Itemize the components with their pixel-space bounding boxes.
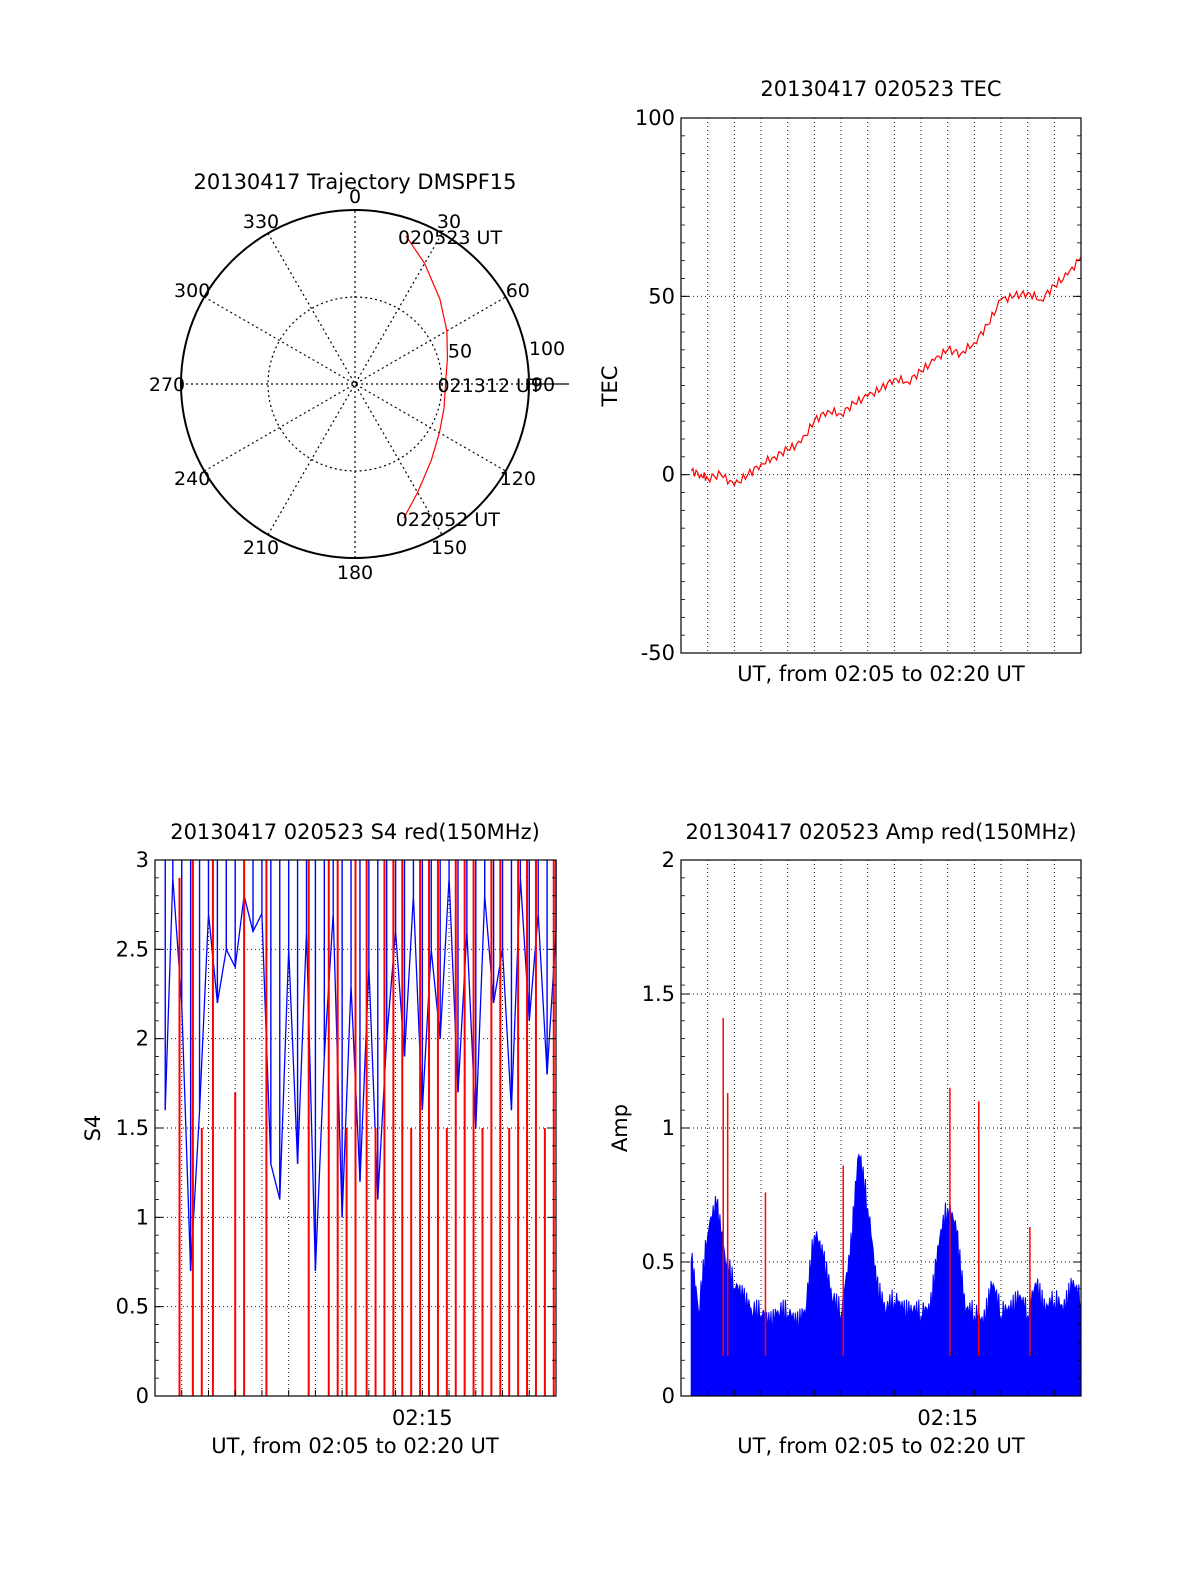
s4-series — [164, 860, 557, 1396]
trajectory-time-label: 020523 UT — [398, 227, 502, 249]
polar-azimuth-label: 180 — [337, 562, 373, 584]
s4-chart: 20130417 020523 S4 red(150MHz) 3 2.5 2 1.5 1… — [81, 820, 557, 1458]
amp-ytick-label: 1 — [662, 1116, 675, 1140]
s4-ytick-label: 2.5 — [116, 937, 149, 961]
s4-x-tick-0215: 02:15 — [392, 1406, 453, 1430]
tec-ytick-label: -50 — [641, 641, 675, 665]
polar-azimuth-label: 60 — [506, 280, 530, 302]
polar-azimuth-label: 300 — [174, 280, 210, 302]
amp-y-ticks: 2 1.5 1 0.5 0 — [642, 848, 1081, 1408]
polar-azimuth-label: 270 — [149, 374, 185, 396]
s4-ytick-label: 2 — [136, 1027, 149, 1051]
amp-grid — [681, 860, 1081, 1396]
s4-chart-title: 20130417 020523 S4 red(150MHz) — [170, 820, 540, 844]
polar-azimuth-label: 240 — [174, 468, 210, 490]
polar-chart-title: 20130417 Trajectory DMSPF15 — [193, 170, 516, 194]
trajectory-time-label: 021312 UT — [437, 375, 541, 397]
polar-azimuth-label: 30 — [437, 211, 461, 233]
amp-ytick-label: 0 — [662, 1384, 675, 1408]
amp-ytick-label: 2 — [662, 848, 675, 872]
trajectory-time-label: 022052 UT — [396, 509, 500, 531]
trajectory-polar-chart: 20130417 Trajectory DMSPF15 0 30 60 90 120 15… — [149, 170, 569, 584]
tec-ytick-label: 100 — [635, 106, 675, 130]
polar-spoke — [267, 233, 443, 535]
amp-ytick-label: 0.5 — [642, 1250, 675, 1274]
amp-series — [690, 1018, 1082, 1397]
tec-ytick-label: 50 — [648, 284, 675, 308]
polar-azimuth-label: 210 — [243, 537, 279, 559]
s4-ytick-label: 0 — [136, 1384, 149, 1408]
s4-ytick-label: 1 — [136, 1205, 149, 1229]
polar-azimuth-label: 330 — [243, 211, 279, 233]
trajectory-annotations: 020523 UT 021312 UT 022052 UT — [396, 227, 542, 531]
tec-grid — [681, 118, 1081, 653]
polar-azimuth-label: 90 — [531, 374, 555, 396]
s4-ytick-label: 0.5 — [116, 1295, 149, 1319]
amp-x-tick-0215: 02:15 — [917, 1406, 978, 1430]
s4-x-axis-label: UT, from 02:05 to 02:20 UT — [211, 1434, 499, 1458]
polar-azimuth-label: 0 — [349, 186, 361, 208]
tec-chart-title: 20130417 020523 TEC — [760, 77, 1001, 101]
amp-blue-series-area — [690, 1153, 1082, 1397]
s4-ytick-label: 1.5 — [116, 1116, 149, 1140]
tec-chart: 20130417 020523 TEC 100 50 0 -50 TEC UT, fr… — [598, 77, 1082, 686]
polar-radial-label: 50 — [448, 341, 472, 363]
polar-ring-50 — [267, 296, 443, 472]
polar-spoke — [267, 233, 443, 535]
polar-radial-label: 100 — [529, 338, 565, 360]
amp-x-axis-label: UT, from 02:05 to 02:20 UT — [737, 1434, 1025, 1458]
s4-y-ticks: 3 2.5 2 1.5 1 0.5 0 — [116, 848, 556, 1408]
s4-ytick-label: 3 — [136, 848, 149, 872]
amp-ytick-label: 1.5 — [642, 982, 675, 1006]
polar-spoke — [204, 296, 506, 472]
tec-y-axis-label: TEC — [598, 366, 622, 408]
polar-azimuth-label: 150 — [431, 537, 467, 559]
polar-azimuth-label: 120 — [500, 468, 536, 490]
polar-grid — [180, 209, 569, 559]
tec-x-axis-label: UT, from 02:05 to 02:20 UT — [737, 662, 1025, 686]
tec-plot-frame — [680, 117, 1082, 654]
tec-series-line — [690, 256, 1082, 487]
trajectory-track — [403, 235, 449, 519]
polar-spoke — [204, 296, 506, 472]
amp-y-axis-label: Amp — [608, 1104, 632, 1152]
s4-y-axis-label: S4 — [81, 1115, 105, 1142]
tec-ytick-label: 0 — [662, 463, 675, 487]
polar-labels: 0 30 60 90 120 150 180 210 240 270 300 330 50 100 — [149, 186, 565, 584]
tec-y-ticks: 100 50 0 -50 — [635, 106, 1081, 665]
amp-chart: 20130417 020523 Amp red(150MHz) 2 1.5 1 0.5… — [608, 820, 1082, 1458]
amp-chart-title: 20130417 020523 Amp red(150MHz) — [685, 820, 1076, 844]
